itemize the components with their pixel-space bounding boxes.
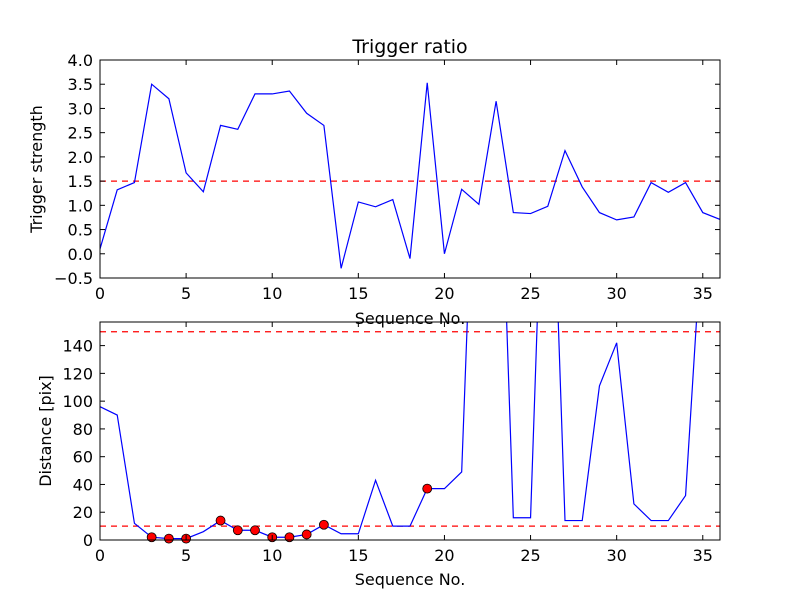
- y-tick-label: 2.5: [68, 124, 93, 143]
- data-point-marker: [250, 525, 260, 536]
- y-tick-label: 2.0: [68, 148, 93, 167]
- y-tick-label: 1.0: [68, 196, 93, 215]
- y-axis-label: Distance [pix]: [36, 375, 55, 487]
- x-tick-label: 0: [95, 546, 105, 565]
- data-point-marker: [318, 519, 329, 530]
- y-tick-label: 4.0: [68, 51, 93, 70]
- y-tick-label: 20: [73, 503, 93, 522]
- x-tick-label: 5: [181, 284, 191, 303]
- series-line: [100, 82, 720, 269]
- x-tick-label: 15: [348, 546, 368, 565]
- x-tick-label: 15: [348, 284, 368, 303]
- x-tick-label: 5: [181, 546, 191, 565]
- x-axis-label: Sequence No.: [355, 570, 466, 589]
- y-tick-label: 140: [62, 337, 93, 356]
- y-tick-label: 3.0: [68, 99, 93, 118]
- data-point-marker: [146, 532, 157, 543]
- series-line: [100, 322, 698, 540]
- x-tick-label: 30: [606, 284, 626, 303]
- x-tick-label: 30: [606, 546, 626, 565]
- data-point-marker: [284, 532, 295, 543]
- y-tick-label: 0.0: [68, 245, 93, 264]
- x-tick-label: 10: [262, 546, 282, 565]
- y-tick-label: 0.5: [68, 221, 93, 240]
- x-tick-label: 10: [262, 284, 282, 303]
- x-tick-label: 20: [434, 546, 454, 565]
- x-tick-label: 35: [693, 546, 713, 565]
- trigger-ratio-chart: Trigger ratio 0 5 10 15 20 25 30 35 −0.5 0.0 0.5 1.…: [27, 36, 721, 328]
- y-tick-label: 60: [73, 448, 93, 467]
- y-tick-label: 1.5: [68, 172, 93, 191]
- data-point-marker: [422, 483, 433, 494]
- chart-title: Trigger ratio: [351, 36, 467, 58]
- data-point-marker: [232, 525, 243, 536]
- y-tick-label: −0.5: [54, 269, 93, 288]
- plot-frame: [99, 59, 721, 279]
- y-tick-label: 3.5: [68, 75, 93, 94]
- y-tick-label: 0: [83, 531, 93, 550]
- x-tick-label: 35: [693, 284, 713, 303]
- y-tick-label: 120: [62, 364, 93, 383]
- x-tick-label: 0: [95, 284, 105, 303]
- x-tick-label: 25: [520, 284, 540, 303]
- data-point-marker: [301, 529, 312, 540]
- data-point-marker: [215, 515, 226, 526]
- x-tick-label: 20: [434, 284, 454, 303]
- x-axis-label: Sequence No.: [355, 309, 466, 328]
- y-axis-label: Trigger strength: [27, 105, 46, 234]
- plot-frame: [99, 321, 721, 541]
- y-tick-label: 40: [73, 475, 93, 494]
- x-tick-label: 25: [520, 546, 540, 565]
- distance-chart: 0 5 10 15 20 25 30 35 0 20 40 60 80 100 120 140 Sequenc…: [36, 321, 721, 589]
- y-tick-label: 80: [73, 420, 93, 439]
- y-tick-label: 100: [62, 392, 93, 411]
- data-point-marker: [163, 533, 174, 544]
